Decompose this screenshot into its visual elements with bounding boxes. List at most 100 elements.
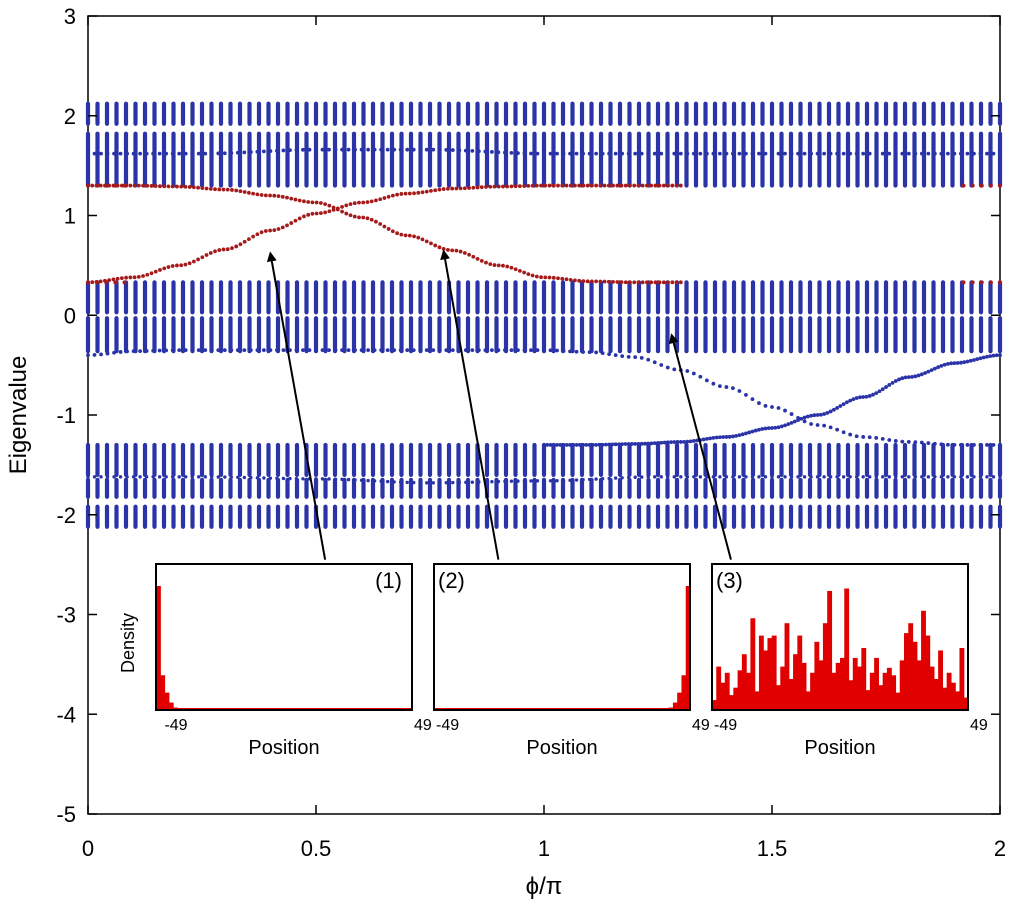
gap-state-point [887, 475, 891, 479]
edge-state-point [574, 349, 579, 354]
edge-state-point [462, 186, 467, 191]
density-bar [797, 635, 803, 710]
gap-state-point [86, 475, 90, 479]
edge-state-point [235, 150, 240, 155]
edge-state-point [652, 441, 657, 446]
edge-state-point [623, 183, 628, 188]
gap-state-point [724, 475, 729, 479]
edge-state-point [939, 363, 944, 368]
edge-state-point [620, 354, 625, 359]
edge-state-point [217, 187, 222, 192]
gap-state-point [333, 477, 338, 481]
edge-state-point [522, 348, 527, 353]
gap-state-point [470, 480, 475, 484]
gap-state-point [646, 475, 650, 479]
gap-state-point [626, 475, 631, 480]
edge-state-point [407, 191, 412, 196]
edge-state-point [306, 212, 311, 217]
y-tick-label: 1 [64, 204, 76, 229]
edge-state-point [919, 440, 924, 445]
edge-state-point [786, 422, 791, 427]
edge-state-point [348, 213, 353, 218]
gap-state-point [477, 480, 481, 484]
gap-state-point [412, 480, 416, 485]
edge-state-point [711, 436, 716, 440]
edge-state-point [437, 245, 442, 250]
edge-state-point [353, 348, 357, 353]
edge-state-point [475, 185, 480, 190]
edge-state-point [162, 184, 167, 189]
edge-state-point [685, 439, 690, 444]
edge-state-point [149, 184, 154, 188]
edge-state-point [701, 437, 706, 442]
edge-state-point [906, 151, 911, 156]
density-bar [929, 666, 935, 710]
edge-state-point [613, 353, 618, 358]
edge-state-point [861, 151, 866, 156]
edge-state-point [577, 278, 582, 283]
gap-state-point [418, 481, 422, 485]
density-bar [681, 675, 687, 710]
edge-state-point [615, 183, 620, 188]
edge-state-point [776, 151, 781, 156]
density-bar [861, 648, 867, 710]
gap-state-point [496, 479, 501, 484]
edge-state-point [179, 263, 184, 268]
density-bar [729, 695, 734, 710]
gap-state-point [776, 475, 781, 479]
edge-state-point [285, 195, 289, 200]
edge-state-point [970, 183, 975, 188]
density-bar [750, 618, 756, 710]
edge-state-point [704, 151, 709, 156]
edge-state-point [665, 440, 670, 445]
edge-state-point [433, 188, 438, 193]
annotation-arrows [266, 249, 732, 560]
edge-state-point [107, 278, 112, 283]
density-bar [844, 588, 850, 710]
edge-state-point [809, 413, 813, 418]
edge-state-point [555, 151, 559, 156]
edge-state-point [255, 232, 260, 237]
gap-state-point [757, 475, 761, 479]
edge-state-point [230, 188, 234, 192]
edge-state-point [737, 151, 742, 156]
density-bar [788, 679, 794, 710]
density-bar [955, 691, 961, 710]
edge-state-point [698, 151, 703, 156]
edge-state-point [153, 184, 158, 188]
edge-state-point [136, 275, 141, 279]
edge-state-point [187, 185, 192, 189]
edge-state-point [118, 151, 123, 156]
edge-state-point [378, 222, 383, 226]
edge-state-point [555, 443, 559, 447]
edge-state-point [561, 349, 566, 353]
edge-state-point [411, 348, 416, 353]
edge-state-point [763, 151, 768, 156]
edge-state-point [945, 362, 950, 366]
gap-state-point [763, 475, 768, 479]
edge-state-point [509, 184, 514, 189]
edge-state-point [916, 373, 921, 378]
edge-state-point [942, 362, 947, 367]
gap-state-point [210, 475, 214, 479]
gap-state-point [229, 475, 234, 479]
edge-state-point [289, 221, 294, 225]
gap-state-point [548, 479, 553, 483]
edge-state-point [379, 348, 384, 353]
edge-state-point [479, 258, 484, 263]
edge-state-point [346, 147, 351, 152]
edge-state-point [985, 151, 989, 156]
edge-state-point [441, 246, 446, 251]
edge-state-point [476, 348, 481, 353]
edge-state-point [385, 147, 390, 152]
x-axis-label: ϕ/π [526, 873, 563, 900]
gap-state-point [705, 475, 709, 479]
edge-state-point [640, 280, 645, 285]
edge-state-point [666, 280, 670, 285]
edge-state-point [297, 216, 302, 221]
edge-state-point [573, 278, 577, 283]
edge-state-point [639, 355, 644, 360]
edge-state-point [357, 200, 361, 205]
edge-state-point [372, 147, 377, 152]
edge-state-point [412, 191, 416, 196]
